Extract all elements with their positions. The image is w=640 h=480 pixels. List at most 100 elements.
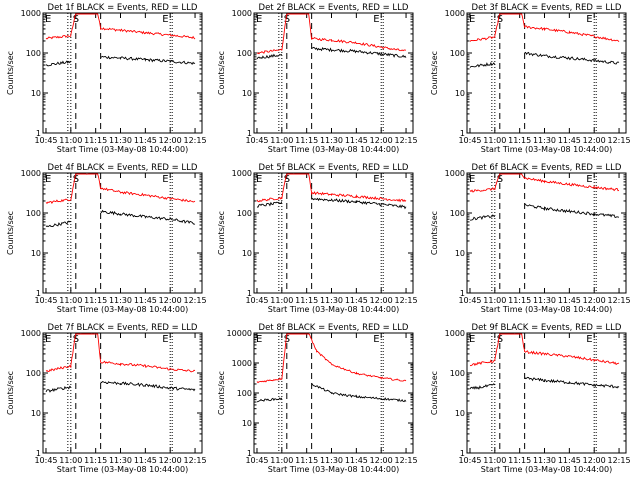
y-tick-label: 10: [242, 419, 252, 428]
panel-title: Det 7f BLACK = Events, RED = LLD: [48, 323, 198, 333]
x-tick-label: 11:45: [558, 136, 581, 145]
marker-label-e-start: E: [256, 174, 262, 185]
series-events-line: [469, 203, 620, 221]
marker-label-e-end: E: [373, 14, 379, 25]
y-axis-label: Counts/sec: [430, 51, 439, 95]
y-tick-label: 100: [237, 389, 252, 398]
x-tick-label: 10:45: [458, 296, 481, 305]
marker-label-s: S: [284, 334, 290, 345]
marker-label-e-end: E: [162, 14, 168, 25]
plot-frame: [466, 332, 627, 454]
series-lld-line: [469, 173, 620, 193]
x-tick-label: 12:00: [370, 456, 393, 465]
x-axis-label: Start Time (03-May-08 10:44:00): [57, 305, 188, 314]
panel-title: Det 5f BLACK = Events, RED = LLD: [259, 163, 409, 173]
y-tick-label: 1: [460, 289, 465, 298]
x-tick-label: 12:00: [159, 136, 182, 145]
x-tick-label: 11:45: [345, 296, 368, 305]
x-axis-label: Start Time (03-May-08 10:44:00): [57, 465, 188, 474]
x-tick-label: 12:15: [608, 296, 631, 305]
x-tick-label: 11:00: [270, 456, 293, 465]
y-tick-label: 100: [450, 209, 465, 218]
x-tick-label: 12:00: [159, 456, 182, 465]
x-tick-label: 11:45: [134, 136, 157, 145]
marker-label-s: S: [497, 334, 503, 345]
marker-label-e-start: E: [45, 334, 51, 345]
x-tick-label: 12:15: [395, 136, 418, 145]
x-tick-label: 11:15: [84, 296, 107, 305]
x-tick-label: 11:45: [558, 296, 581, 305]
x-tick-label: 11:45: [558, 456, 581, 465]
series-lld-line: [45, 13, 196, 40]
series-lld-line: [45, 333, 196, 373]
panel-title: Det 4f BLACK = Events, RED = LLD: [48, 163, 198, 173]
y-axis-label: Counts/sec: [6, 211, 15, 255]
marker-label-e-end: E: [586, 334, 592, 345]
y-tick-label: 1000: [21, 329, 41, 338]
y-tick-label: 10: [242, 249, 252, 258]
x-tick-label: 12:00: [583, 296, 606, 305]
y-axis-label: Counts/sec: [217, 371, 226, 415]
plot-frame: [466, 12, 627, 134]
x-tick-label: 11:00: [483, 296, 506, 305]
x-tick-label: 11:30: [533, 296, 556, 305]
y-tick-label: 10000: [227, 329, 252, 338]
y-tick-label: 10: [455, 249, 465, 258]
x-tick-label: 11:15: [508, 136, 531, 145]
y-axis-label: Counts/sec: [217, 211, 226, 255]
panel-title: Det 8f BLACK = Events, RED = LLD: [259, 323, 409, 333]
x-tick-label: 12:15: [608, 456, 631, 465]
plot-frame: [253, 12, 414, 134]
panel-title: Det 2f BLACK = Events, RED = LLD: [259, 3, 409, 13]
y-axis-label: Counts/sec: [6, 51, 15, 95]
y-tick-label: 100: [450, 369, 465, 378]
marker-label-s: S: [284, 14, 290, 25]
x-tick-label: 10:45: [34, 456, 57, 465]
x-tick-label: 11:00: [483, 456, 506, 465]
x-tick-label: 11:30: [109, 296, 132, 305]
marker-label-e-end: E: [586, 14, 592, 25]
y-tick-label: 10: [455, 409, 465, 418]
y-tick-label: 1000: [232, 169, 252, 178]
x-axis-label: Start Time (03-May-08 10:44:00): [268, 305, 399, 314]
x-tick-label: 11:15: [295, 136, 318, 145]
x-tick-label: 11:45: [134, 296, 157, 305]
y-tick-label: 1000: [232, 359, 252, 368]
series-lld-line: [469, 333, 620, 367]
x-tick-label: 10:45: [34, 296, 57, 305]
x-tick-label: 10:45: [245, 456, 268, 465]
series-lld-line: [256, 173, 407, 203]
x-tick-label: 11:15: [508, 296, 531, 305]
y-tick-label: 1000: [445, 329, 465, 338]
marker-label-e-end: E: [586, 174, 592, 185]
y-tick-label: 1: [247, 289, 252, 298]
series-events-line: [45, 209, 196, 228]
y-tick-label: 100: [26, 49, 41, 58]
x-tick-label: 11:30: [109, 456, 132, 465]
series-lld-line: [45, 173, 196, 204]
x-tick-label: 12:00: [583, 456, 606, 465]
x-tick-label: 11:00: [483, 136, 506, 145]
x-tick-label: 11:45: [345, 136, 368, 145]
y-tick-label: 1: [460, 449, 465, 458]
x-tick-label: 12:15: [184, 136, 207, 145]
series-events-line: [256, 46, 407, 60]
x-tick-label: 11:30: [320, 456, 343, 465]
x-tick-label: 11:45: [134, 456, 157, 465]
x-tick-label: 11:30: [533, 456, 556, 465]
x-tick-label: 11:15: [84, 136, 107, 145]
x-tick-label: 10:45: [245, 136, 268, 145]
x-tick-label: 11:30: [320, 296, 343, 305]
x-axis-label: Start Time (03-May-08 10:44:00): [268, 465, 399, 474]
x-tick-label: 12:15: [395, 456, 418, 465]
panel-title: Det 3f BLACK = Events, RED = LLD: [472, 3, 622, 13]
x-tick-label: 11:30: [533, 136, 556, 145]
marker-label-s: S: [284, 174, 290, 185]
marker-label-e-start: E: [256, 334, 262, 345]
marker-label-s: S: [73, 14, 79, 25]
x-tick-label: 10:45: [245, 296, 268, 305]
plot-frame: [466, 172, 627, 294]
y-tick-label: 1: [247, 449, 252, 458]
marker-label-s: S: [497, 174, 503, 185]
